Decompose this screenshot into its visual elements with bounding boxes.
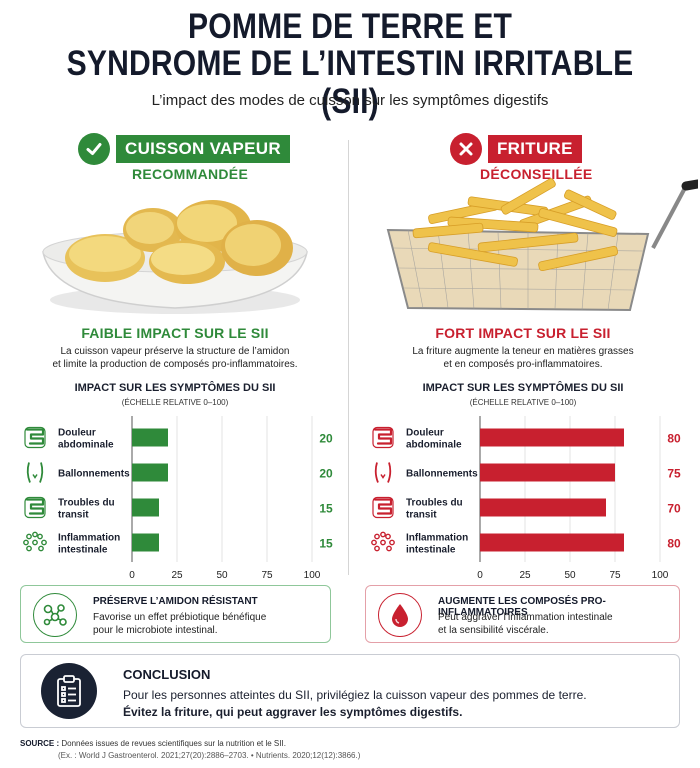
steam-bar: [132, 428, 168, 447]
fried-value-label: 75: [667, 467, 681, 481]
steam-impact-desc: La cuisson vapeur préserve la structure …: [10, 345, 340, 371]
fried-row-icon-inflammation-icon: [371, 531, 395, 552]
fried-tick-label: 25: [519, 570, 531, 581]
pro-inflammatory-line-2: et la sensibilité viscérale.: [438, 625, 549, 636]
resistant-starch-text: Favorise un effet prébiotique bénéfique …: [93, 611, 266, 637]
fried-chart-subtitle: (ÉCHELLE RELATIVE 0–100): [469, 398, 577, 407]
source-ref: (Ex. : World J Gastroenterol. 2021;27(20…: [58, 751, 361, 760]
check-icon: [78, 133, 110, 165]
fried-category-label: Troubles du: [406, 498, 463, 509]
fries-basket-image: [386, 178, 698, 312]
fried-value-label: 80: [667, 537, 681, 551]
pro-inflammatory-card: AUGMENTE LES COMPOSÉS PRO-INFLAMMATOIRES…: [365, 585, 680, 643]
fried-value-label: 70: [667, 502, 681, 516]
fried-tick-label: 0: [477, 570, 483, 581]
fried-bar: [480, 428, 624, 447]
fried-category-label: Ballonnements: [406, 469, 478, 480]
clipboard-icon: [41, 663, 97, 719]
fried-impact-title: FORT IMPACT SUR LE SII: [435, 325, 611, 341]
column-divider: [348, 140, 349, 575]
fried-category-label: transit: [406, 510, 437, 521]
steam-row-icon-bloated-belly-icon: [26, 462, 44, 483]
steam-value-label: 15: [319, 502, 333, 516]
source-text: Données issues de revues scientifiques s…: [61, 739, 286, 748]
steam-category-label: intestinale: [58, 545, 108, 556]
steam-category-label: Troubles du: [58, 498, 115, 509]
fried-category-label: Inflammation: [406, 533, 468, 544]
fried-desc-line-1: La friture augmente la teneur en matière…: [412, 346, 634, 357]
title-line-2: SYNDROME DE L’INTESTIN IRRITABLE (SII): [66, 44, 634, 121]
drop-icon: [378, 593, 422, 637]
fried-category-label: abdominale: [406, 440, 462, 451]
fried-row-icon-bloated-belly-icon: [374, 462, 392, 483]
fried-category-label: intestinale: [406, 545, 456, 556]
steam-value-label: 20: [319, 432, 333, 446]
fried-category-label: Douleur: [406, 428, 444, 439]
subtitle: L’impact des modes de cuisson sur les sy…: [151, 92, 549, 109]
resistant-starch-line-1: Favorise un effet prébiotique bénéfique: [93, 612, 267, 623]
steamed-potatoes-image: [42, 200, 308, 314]
title-line-1: POMME DE TERRE ET: [187, 7, 513, 46]
fried-badge-sub: DÉCONSEILLÉE: [480, 166, 593, 182]
steam-category-label: Inflammation: [58, 533, 120, 544]
cross-icon: [450, 133, 482, 165]
steam-badge-label: CUISSON VAPEUR: [116, 135, 290, 163]
conclusion-text-line: Pour les personnes atteintes du SII, pri…: [123, 688, 587, 702]
fried-tick-label: 50: [564, 570, 576, 581]
steam-bar: [132, 498, 159, 517]
fried-desc-line-2: et en composés pro-inflammatoires.: [443, 359, 603, 370]
steam-row-icon-intestine-icon: [24, 496, 46, 519]
fried-tick-label: 75: [609, 570, 621, 581]
steam-impact-title: FAIBLE IMPACT SUR LE SII: [81, 325, 269, 341]
pro-inflammatory-title: AUGMENTE LES COMPOSÉS PRO-INFLAMMATOIRES: [438, 596, 606, 618]
conclusion-text-bold: Évitez la friture, qui peut aggraver les…: [123, 705, 463, 719]
steam-desc-line-1: La cuisson vapeur préserve la structure …: [60, 346, 290, 357]
conclusion-box: CONCLUSION Pour les personnes atteintes …: [20, 654, 680, 728]
fried-badge: FRITURE: [450, 133, 582, 165]
steam-category-label: transit: [58, 510, 89, 521]
resistant-starch-card: PRÉSERVE L’AMIDON RÉSISTANT Favorise un …: [20, 585, 331, 643]
steam-tick-label: 75: [261, 570, 273, 581]
resistant-starch-line-2: pour le microbiote intestinal.: [93, 625, 218, 636]
steam-badge: CUISSON VAPEUR: [78, 133, 290, 165]
steam-tick-label: 0: [129, 570, 135, 581]
steam-tick-label: 50: [216, 570, 228, 581]
steam-category-label: Ballonnements: [58, 469, 130, 480]
pro-inflammatory-line-1: Peut aggraver l’inflammation intestinale: [438, 612, 613, 623]
fried-badge-label: FRITURE: [488, 135, 582, 163]
prebiotic-molecule-icon: [33, 593, 77, 637]
steam-bar: [132, 533, 159, 552]
steam-desc-line-2: et limite la production de composés pro-…: [52, 359, 298, 370]
steam-chart-title: IMPACT SUR LES SYMPTÔMES DU SII: [74, 382, 276, 394]
pro-inflammatory-text: Peut aggraver l’inflammation intestinale…: [438, 611, 613, 637]
fried-impact-desc: La friture augmente la teneur en matière…: [358, 345, 688, 371]
steam-bar: [132, 463, 168, 482]
steam-chart-subtitle: (ÉCHELLE RELATIVE 0–100): [121, 398, 229, 407]
steam-row-icon-intestine-icon: [24, 426, 46, 449]
conclusion-text: Pour les personnes atteintes du SII, pri…: [123, 687, 587, 721]
fried-bar: [480, 533, 624, 552]
steam-tick-label: 100: [304, 570, 321, 581]
steam-category-label: Douleur: [58, 428, 96, 439]
fried-chart-title: IMPACT SUR LES SYMPTÔMES DU SII: [422, 382, 624, 394]
fried-tick-label: 100: [652, 570, 669, 581]
source-note: SOURCE : Données issues de revues scient…: [20, 738, 360, 762]
fried-value-label: 80: [667, 432, 681, 446]
fried-row-icon-intestine-icon: [372, 496, 394, 519]
conclusion-title: CONCLUSION: [123, 667, 211, 682]
steam-tick-label: 25: [171, 570, 183, 581]
steam-value-label: 20: [319, 467, 333, 481]
fried-bar: [480, 498, 606, 517]
steam-value-label: 15: [319, 537, 333, 551]
resistant-starch-title: PRÉSERVE L’AMIDON RÉSISTANT: [93, 596, 258, 607]
steam-category-label: abdominale: [58, 440, 114, 451]
steam-row-icon-inflammation-icon: [23, 531, 47, 552]
fried-bar: [480, 463, 615, 482]
fried-row-icon-intestine-icon: [372, 426, 394, 449]
source-label: SOURCE :: [20, 739, 60, 748]
steam-badge-sub: RECOMMANDÉE: [132, 166, 249, 182]
